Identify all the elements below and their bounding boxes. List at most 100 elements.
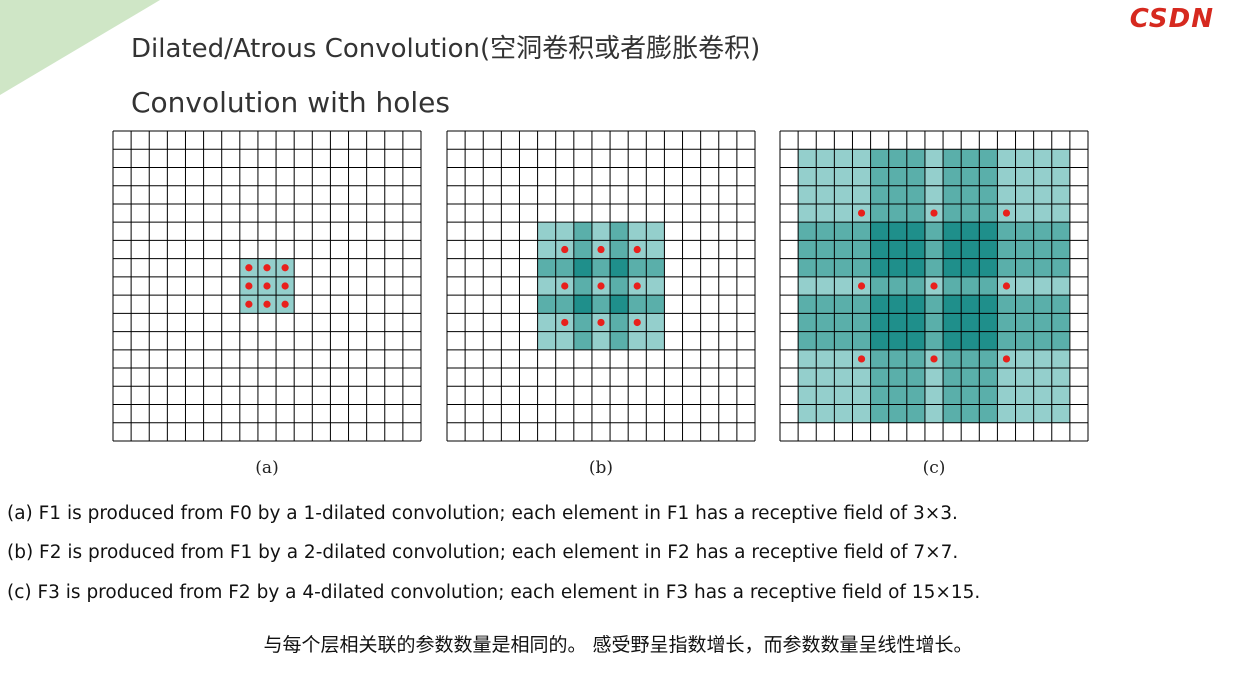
sample-point [930, 355, 938, 363]
sample-point [281, 282, 289, 290]
receptive-cell [852, 258, 871, 277]
receptive-cell [906, 368, 925, 387]
sample-point [597, 282, 605, 290]
receptive-cell [924, 295, 944, 314]
receptive-cell [997, 295, 1016, 314]
sample-point [1002, 355, 1011, 363]
receptive-cell [1051, 331, 1070, 350]
receptive-cell [888, 276, 907, 296]
corner-accent [0, 0, 160, 95]
receptive-cell [591, 258, 611, 277]
receptive-cell [924, 331, 944, 350]
receptive-cell [979, 386, 998, 405]
receptive-cell [798, 313, 817, 332]
receptive-cell [1051, 258, 1070, 277]
receptive-cell [979, 331, 998, 350]
receptive-cell [1033, 149, 1052, 168]
receptive-cell [610, 331, 629, 350]
receptive-cell [555, 331, 574, 350]
receptive-cell [979, 404, 998, 423]
receptive-cell [1051, 185, 1070, 204]
receptive-cell [537, 240, 556, 259]
receptive-cell [888, 258, 907, 277]
receptive-cell [906, 203, 925, 223]
receptive-cell [961, 203, 980, 223]
receptive-cell [924, 313, 944, 332]
receptive-cell [943, 331, 962, 350]
receptive-cell [1015, 185, 1034, 204]
slide-title: Dilated/Atrous Convolution(空洞卷积或者膨胀卷积) [131, 34, 761, 64]
receptive-cell [1033, 368, 1052, 387]
receptive-cell [1033, 276, 1052, 296]
receptive-cell [834, 404, 853, 423]
receptive-cell [943, 185, 962, 204]
receptive-cell [870, 240, 889, 259]
receptive-cell [870, 368, 889, 387]
receptive-cell [888, 386, 907, 405]
receptive-cell [834, 203, 853, 223]
receptive-cell [852, 331, 871, 350]
receptive-cell [943, 258, 962, 277]
receptive-cell [628, 258, 647, 277]
receptive-cell [888, 149, 907, 168]
grid-b [446, 130, 756, 442]
receptive-cell [906, 295, 925, 314]
receptive-cell [816, 276, 835, 296]
receptive-cell [1033, 258, 1052, 277]
receptive-cell [979, 276, 998, 296]
summary-text: 与每个层相关联的参数数量是相同的。 感受野呈指数增长，而参数数量呈线性增长。 [263, 634, 973, 656]
sample-point [561, 245, 569, 254]
panel-label-b: (b) [588, 458, 614, 478]
receptive-cell [852, 167, 871, 186]
receptive-cell [628, 331, 647, 350]
receptive-cell [943, 404, 962, 423]
receptive-cell [1015, 295, 1034, 314]
receptive-cell [1015, 149, 1034, 168]
receptive-cell [870, 149, 889, 168]
receptive-cell [834, 185, 853, 204]
receptive-cell [979, 185, 998, 204]
sample-point [263, 264, 271, 272]
receptive-cell [943, 276, 962, 296]
receptive-cell [610, 240, 629, 259]
receptive-cell [870, 313, 889, 332]
receptive-cell [979, 295, 998, 314]
receptive-cell [646, 258, 665, 277]
caption-b: (b) F2 is produced from F1 by a 2-dilate… [7, 542, 959, 563]
receptive-cell [870, 349, 889, 369]
receptive-cell [888, 313, 907, 332]
sample-point [930, 209, 938, 217]
receptive-cell [798, 222, 817, 241]
receptive-cell [834, 349, 853, 369]
panel-label-c: (c) [922, 458, 946, 478]
receptive-cell [924, 222, 944, 241]
receptive-cell [852, 295, 871, 314]
receptive-cell [816, 368, 835, 387]
receptive-cell [961, 386, 980, 405]
receptive-cell [852, 240, 871, 259]
receptive-cell [888, 240, 907, 259]
receptive-cell [943, 222, 962, 241]
receptive-cell [646, 313, 665, 332]
receptive-cell [961, 222, 980, 241]
sample-point [561, 318, 569, 327]
receptive-cell [906, 313, 925, 332]
receptive-cell [1051, 240, 1070, 259]
receptive-cell [924, 258, 944, 277]
receptive-cell [870, 276, 889, 296]
receptive-cell [1033, 185, 1052, 204]
receptive-cell [906, 240, 925, 259]
receptive-cell [906, 349, 925, 369]
receptive-cell [979, 222, 998, 241]
sample-point [633, 245, 641, 254]
sample-point [633, 318, 641, 327]
receptive-cell [852, 404, 871, 423]
receptive-cell [1051, 368, 1070, 387]
receptive-cell [852, 222, 871, 241]
receptive-cell [573, 240, 592, 259]
panel-label-a: (a) [255, 458, 279, 478]
receptive-cell [834, 276, 853, 296]
receptive-cell [798, 331, 817, 350]
receptive-cell [870, 203, 889, 223]
receptive-cell [1033, 295, 1052, 314]
